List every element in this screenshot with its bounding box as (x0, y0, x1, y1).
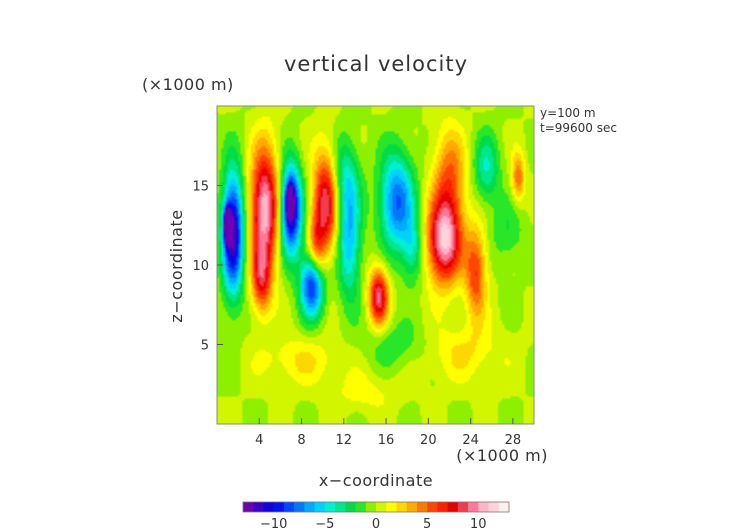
colorbar-swatch (416, 502, 428, 512)
plot-area (216, 105, 535, 425)
colorbar-swatch (314, 502, 326, 512)
chart-title: vertical velocity (284, 52, 468, 76)
colorbar-swatch (243, 502, 254, 512)
colorbar-frame (242, 501, 510, 513)
colorbar-ticks: −10 −5 0 5 10 (260, 517, 487, 532)
y-tick-label: 10 (192, 259, 209, 274)
annotation-y-position: y=100 m (540, 106, 596, 120)
colorbar-swatch (447, 502, 459, 512)
colorbar-swatch (437, 502, 449, 512)
colorbar-swatch (304, 502, 316, 512)
colorbar-swatch (498, 502, 510, 512)
colorbar-tick-label: 0 (372, 517, 380, 532)
y-tick-label: 5 (201, 339, 209, 354)
x-ticks: 4 8 12 16 20 24 28 (255, 418, 521, 448)
colorbar-swatch (283, 502, 295, 512)
x-tick-label: 28 (505, 433, 522, 448)
y-ticks: 5 10 15 (192, 180, 223, 354)
colorbar-swatch (324, 502, 336, 512)
colorbar (242, 501, 510, 513)
colorbar-swatch (376, 502, 387, 512)
annotation-time: t=99600 sec (540, 121, 617, 135)
heatmap-field (217, 106, 534, 424)
x-axis-label: x−coordinate (319, 471, 433, 490)
y-tick-label: 15 (192, 180, 209, 195)
colorbar-swatch (406, 502, 418, 512)
colorbar-swatch (345, 502, 356, 512)
colorbar-swatch (355, 502, 367, 512)
colorbar-swatch (263, 502, 275, 512)
x-tick-label: 12 (336, 433, 353, 448)
colorbar-swatch (396, 502, 408, 512)
colorbar-swatch (488, 502, 500, 512)
colorbar-tick-label: −5 (315, 517, 334, 532)
x-tick-label: 20 (420, 433, 437, 448)
colorbar-swatch (335, 502, 346, 512)
x-tick-label: 4 (255, 433, 263, 448)
colorbar-swatch (457, 502, 469, 512)
x-tick-label: 8 (297, 433, 305, 448)
y-axis-label: z−coordinate (167, 209, 186, 322)
x-tick-label: 24 (462, 433, 479, 448)
y-unit-label: (×1000 m) (142, 75, 234, 94)
x-tick-label: 16 (378, 433, 395, 448)
colorbar-swatch (273, 502, 285, 512)
colorbar-swatch (478, 502, 489, 512)
colorbar-tick-label: −10 (260, 517, 287, 532)
colorbar-swatch (427, 502, 438, 512)
colorbar-tick-label: 5 (423, 517, 431, 532)
colorbar-tick-label: 10 (470, 517, 487, 532)
x-unit-label: (×1000 m) (456, 446, 548, 465)
colorbar-swatch (253, 502, 264, 512)
colorbar-swatch (294, 502, 305, 512)
colorbar-swatch (468, 502, 479, 512)
colorbar-swatch (365, 502, 377, 512)
colorbar-swatch (386, 502, 397, 512)
